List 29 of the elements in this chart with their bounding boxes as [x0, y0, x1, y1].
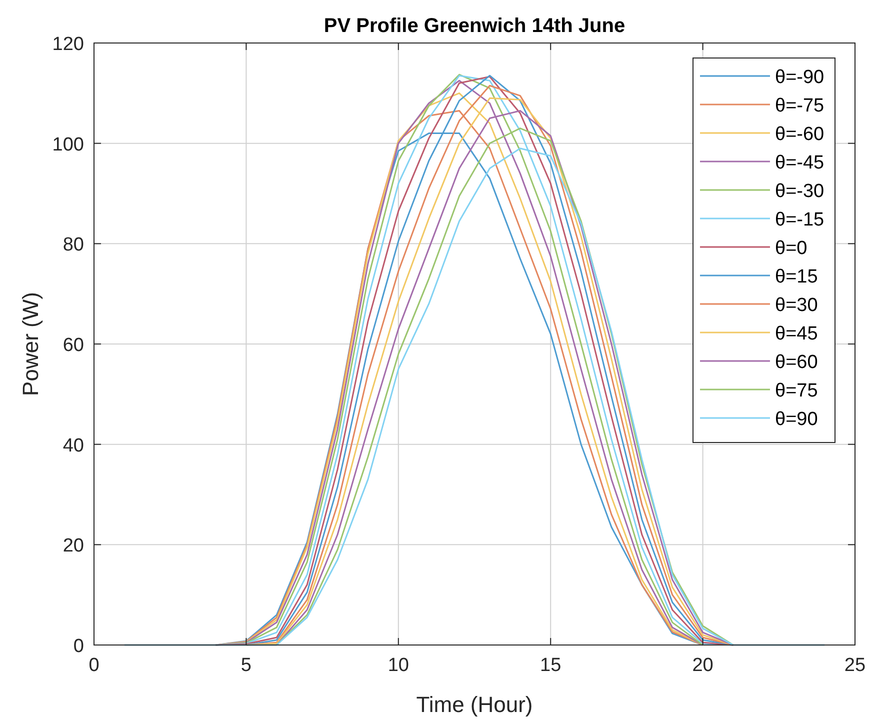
x-tick-label: 10: [388, 655, 409, 676]
legend-label: θ=90: [775, 409, 818, 430]
x-tick-label: 20: [692, 655, 714, 676]
y-tick-label: 40: [62, 435, 84, 456]
legend-label: θ=45: [775, 324, 818, 344]
x-tick-label: 25: [844, 655, 866, 676]
x-tick-label: 15: [540, 655, 562, 676]
y-tick-label: 20: [62, 536, 84, 557]
legend-label: θ=75: [775, 380, 818, 402]
legend-label: θ=30: [775, 295, 818, 316]
legend-label: θ=60: [775, 352, 818, 373]
y-axis-title: Power (W): [18, 292, 43, 396]
legend-label: θ=-60: [775, 124, 824, 145]
y-tick-label: 80: [62, 234, 84, 256]
legend-label: θ=-90: [775, 67, 824, 88]
legend-label: θ=0: [775, 238, 808, 259]
legend-label: θ=-75: [775, 96, 824, 116]
legend-label: θ=15: [775, 266, 818, 288]
legend-label: θ=-30: [775, 181, 824, 202]
y-tick-label: 100: [52, 134, 84, 156]
y-tick-label: 120: [52, 34, 84, 55]
x-axis-title: Time (Hour): [416, 692, 533, 717]
legend-label: θ=-15: [775, 210, 824, 230]
y-tick-label: 60: [62, 335, 84, 356]
legend-label: θ=-45: [775, 152, 824, 174]
y-tick-label: 0: [73, 636, 84, 657]
chart-title: PV Profile Greenwich 14th June: [324, 15, 626, 37]
x-tick-label: 0: [88, 655, 100, 676]
x-tick-label: 5: [240, 655, 252, 676]
